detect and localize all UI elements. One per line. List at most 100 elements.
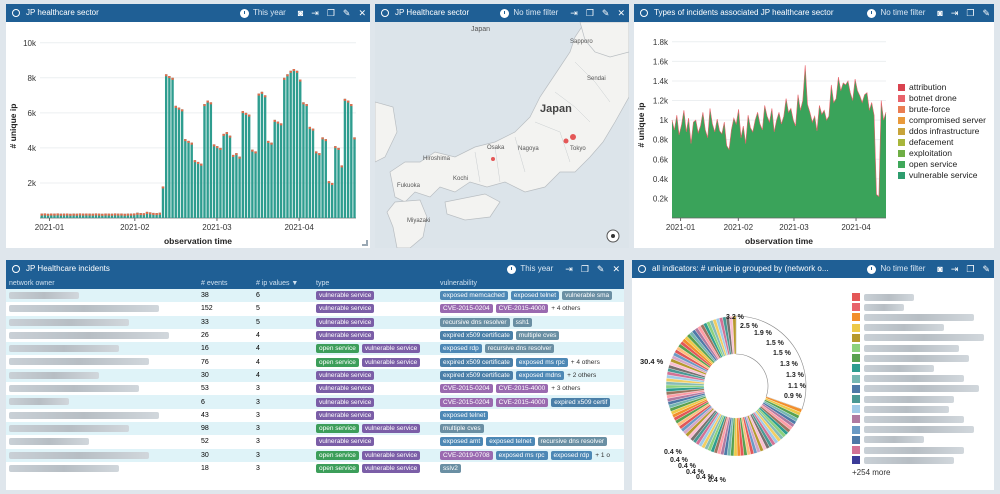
bar[interactable] [155,213,158,218]
edit-icon[interactable]: ✎ [982,264,990,274]
legend-item[interactable]: botnet drone [909,93,957,103]
bar[interactable] [81,213,85,218]
bar[interactable] [251,149,254,218]
bar[interactable] [88,213,91,218]
time-filter[interactable]: No time filter [867,4,925,22]
bar[interactable] [350,104,353,218]
tokyo-marker-2[interactable] [563,138,569,144]
legend-item[interactable]: open service [909,159,957,169]
pie-legend-item[interactable] [852,404,949,414]
copy-icon[interactable]: ❐ [966,264,975,274]
bar[interactable] [69,213,72,218]
bar[interactable] [340,165,343,218]
table-row[interactable]: 18 3 open service vulnerable service sslv2 [6,461,624,476]
bar[interactable] [94,213,98,218]
bar[interactable] [72,213,75,218]
table-row[interactable]: 53 3 vulnerable service CVE-2015-0204 CVE-20… [6,382,624,396]
legend-item[interactable]: defacement [909,137,954,147]
vulnerability-tag[interactable]: recursive dns resolver [537,437,608,447]
legend-item[interactable]: compromised server [909,115,986,125]
bar[interactable] [107,213,110,218]
copy-icon[interactable]: ❐ [326,8,335,18]
type-tag[interactable]: vulnerable service [361,464,421,473]
area-series-vulnerable-service[interactable] [672,65,886,218]
more-vulnerabilities-link[interactable]: + 4 others [551,305,581,313]
table-row[interactable]: 52 3 vulnerable service exposed amt exposed … [6,435,624,449]
more-vulnerabilities-link[interactable]: + 1 o [595,451,610,459]
more-vulnerabilities-link[interactable]: + 4 others [570,358,600,366]
col-vulnerability[interactable]: vulnerability [437,278,624,289]
bar[interactable] [136,212,139,218]
pie-legend-item[interactable] [852,445,964,455]
col-events[interactable]: # events [198,278,253,289]
bar[interactable] [75,213,79,218]
pie-legend-item[interactable] [852,343,959,353]
bar[interactable] [260,91,264,218]
camera-icon[interactable]: ◙ [297,8,304,18]
vulnerability-tag[interactable]: sslv2 [440,464,461,473]
legend-item[interactable]: brute-force [909,104,950,114]
bar[interactable] [273,119,276,218]
bar[interactable] [330,182,334,218]
export-icon[interactable]: ⇥ [950,8,959,18]
vulnerability-tag[interactable]: multiple cves [440,424,484,434]
type-tag[interactable]: vulnerable service [361,357,421,367]
type-tag[interactable]: vulnerable service [316,331,375,341]
vulnerability-tag[interactable]: recursive dns resolver [440,317,510,327]
time-filter[interactable]: No time filter [500,4,558,22]
bar[interactable] [168,76,171,218]
bar[interactable] [126,213,130,218]
time-filter[interactable]: This year [507,260,553,278]
bar[interactable] [113,213,117,218]
bar[interactable] [142,213,146,218]
vulnerability-tag[interactable]: exposed telnet [486,437,535,447]
table-row[interactable]: 6 3 vulnerable service CVE-2015-0204 CVE-201… [6,395,624,409]
bar[interactable] [129,213,133,218]
bar[interactable] [101,213,104,218]
bar[interactable] [228,135,232,218]
bar[interactable] [110,213,114,218]
bar[interactable] [276,121,280,218]
bar[interactable] [247,114,251,218]
vulnerability-tag[interactable]: exposed telnet [440,410,489,420]
bar[interactable] [196,161,200,218]
bar[interactable] [171,77,174,218]
bar[interactable] [343,98,347,218]
bar[interactable] [43,213,47,218]
type-tag[interactable]: vulnerable service [361,424,421,434]
vulnerability-tag[interactable]: ssh1 [512,317,533,327]
bar[interactable] [149,212,152,218]
vulnerability-tag[interactable]: CVE-2015-0204 [440,304,493,314]
bar[interactable] [334,146,337,218]
vulnerability-tag[interactable]: exposed amt [440,437,484,447]
legend-item[interactable]: exploitation [909,148,952,158]
vulnerability-tag[interactable]: CVE-2015-4000 [495,384,549,394]
bar[interactable] [222,133,225,218]
type-tag[interactable]: vulnerable service [316,304,375,314]
bar[interactable] [270,142,273,218]
pie-legend-item[interactable] [852,455,954,465]
more-vulnerabilities-link[interactable]: + 3 others [551,385,581,393]
bar[interactable] [232,154,235,218]
bar[interactable] [53,213,56,218]
table-row[interactable]: 43 3 vulnerable service exposed telnet [6,408,624,422]
bar[interactable] [174,105,177,218]
bar[interactable] [216,146,219,218]
export-icon[interactable]: ⇥ [565,264,573,274]
bar[interactable] [120,213,123,218]
bar[interactable] [283,77,286,218]
type-tag[interactable]: vulnerable service [316,397,375,407]
bar[interactable] [139,213,142,218]
table-row[interactable]: 152 5 vulnerable service CVE-2015-0204 CVE-2… [6,302,624,316]
col-network-owner[interactable]: network owner [6,278,198,289]
bar[interactable] [50,213,53,218]
japan-map[interactable]: Japan Japan Sapporo Sendai Tokyo Nagoya … [375,21,629,248]
bar[interactable] [238,156,241,218]
pie-legend-item[interactable] [852,333,984,343]
vulnerability-tag[interactable]: multiple cves [515,331,560,341]
vulnerability-tag[interactable]: exposed telnet [510,291,560,301]
bar[interactable] [286,74,289,218]
vulnerability-tag[interactable]: CVE-2019-0708 [440,450,493,460]
legend-item[interactable]: attribution [909,82,947,92]
vulnerability-tag[interactable]: recursive dns resolver [484,344,555,354]
